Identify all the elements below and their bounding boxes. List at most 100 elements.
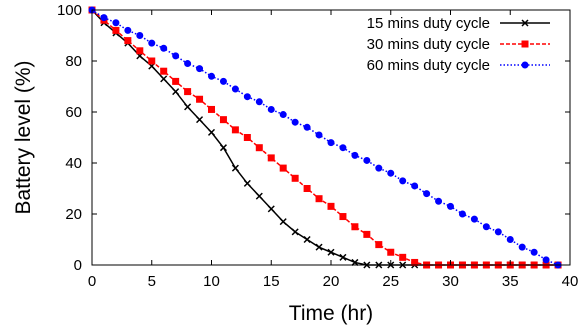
data-point [447, 202, 454, 210]
legend: 15 mins duty cycle 30 mins duty cycle 60 m… [367, 15, 550, 74]
data-point [521, 61, 529, 69]
legend-label: 30 mins duty cycle [367, 36, 490, 53]
x-tick-label: 35 [502, 273, 519, 290]
x-axis-title: Time (hr) [289, 302, 373, 325]
data-point [112, 19, 120, 27]
data-point [136, 47, 144, 55]
data-point [255, 98, 263, 106]
data-point [267, 154, 275, 162]
data-point [518, 243, 526, 251]
data-point [399, 177, 407, 185]
y-tick-label: 40 [65, 155, 82, 172]
y-tick-label: 80 [65, 53, 82, 70]
data-point [375, 164, 383, 172]
data-point [172, 88, 180, 96]
data-point [124, 26, 132, 34]
data-point [219, 77, 227, 85]
data-point [124, 37, 132, 45]
data-point [387, 248, 395, 256]
x-tick-label: 0 [88, 273, 96, 290]
data-point [196, 65, 204, 73]
data-point [243, 179, 251, 187]
data-point [279, 218, 287, 226]
data-point [112, 26, 120, 34]
legend-label: 15 mins duty cycle [367, 15, 490, 32]
data-point [506, 236, 514, 243]
data-point [303, 235, 311, 244]
x-tick-label: 20 [323, 273, 340, 290]
data-point [279, 164, 287, 172]
data-point [521, 40, 529, 48]
data-point [219, 144, 227, 152]
data-point [458, 210, 466, 218]
data-point [411, 182, 419, 190]
data-point [494, 228, 502, 236]
data-point [291, 174, 299, 182]
data-point [243, 134, 251, 141]
data-point [148, 57, 156, 65]
data-point [255, 192, 263, 200]
y-tick-label: 100 [57, 2, 82, 19]
data-point [279, 111, 287, 119]
data-point [351, 223, 359, 231]
data-point [327, 202, 335, 210]
x-tick-label: 10 [203, 273, 220, 290]
series-layer [88, 6, 562, 269]
data-point [243, 93, 251, 101]
data-point [542, 256, 550, 264]
data-point [172, 52, 180, 60]
data-point [303, 123, 311, 131]
x-tick-label: 25 [382, 273, 399, 290]
data-point [435, 197, 443, 205]
data-point [470, 215, 478, 223]
legend-label: 60 mins duty cycle [367, 57, 490, 74]
data-point [196, 116, 204, 124]
data-point [315, 243, 323, 251]
data-point [351, 151, 359, 159]
data-point [363, 156, 371, 164]
data-point [100, 14, 108, 22]
data-point [160, 75, 168, 83]
x-tick-label: 15 [263, 273, 280, 290]
legend-entry: 60 mins duty cycle [367, 57, 550, 74]
data-point [172, 77, 180, 85]
data-point [339, 213, 347, 221]
data-point [267, 205, 275, 213]
data-point [160, 44, 168, 52]
data-point [482, 223, 490, 231]
data-point [160, 67, 168, 75]
data-point [530, 248, 538, 256]
data-point [208, 105, 215, 113]
data-point [315, 195, 323, 203]
data-point [255, 144, 263, 152]
data-point [339, 144, 347, 152]
data-point [136, 32, 144, 39]
x-tick-label: 5 [148, 273, 156, 290]
data-point [231, 164, 239, 172]
y-axis-title: Battery level (%) [12, 60, 35, 214]
data-point [148, 39, 156, 47]
x-tick-label: 40 [562, 273, 579, 290]
data-point [184, 103, 192, 111]
data-point [303, 185, 311, 192]
data-point [291, 118, 299, 126]
data-point [219, 116, 227, 124]
y-tick-label: 60 [65, 104, 82, 121]
data-point [291, 228, 299, 236]
legend-entry: 30 mins duty cycle [367, 36, 550, 53]
data-point [184, 60, 192, 68]
data-point [315, 131, 323, 139]
data-point [196, 95, 204, 103]
x-tick-label: 30 [442, 273, 459, 290]
series-line [91, 9, 559, 266]
series-3 [88, 6, 562, 269]
data-point [363, 230, 371, 238]
data-point [423, 190, 431, 198]
legend-entry: 15 mins duty cycle [367, 15, 550, 32]
data-point [231, 126, 239, 134]
data-point [207, 128, 216, 136]
tick-layer: 0 5 10 15 20 25 30 35 40 0 20 40 60 80 100 [57, 2, 578, 290]
data-point [327, 139, 335, 147]
data-point [267, 105, 275, 113]
